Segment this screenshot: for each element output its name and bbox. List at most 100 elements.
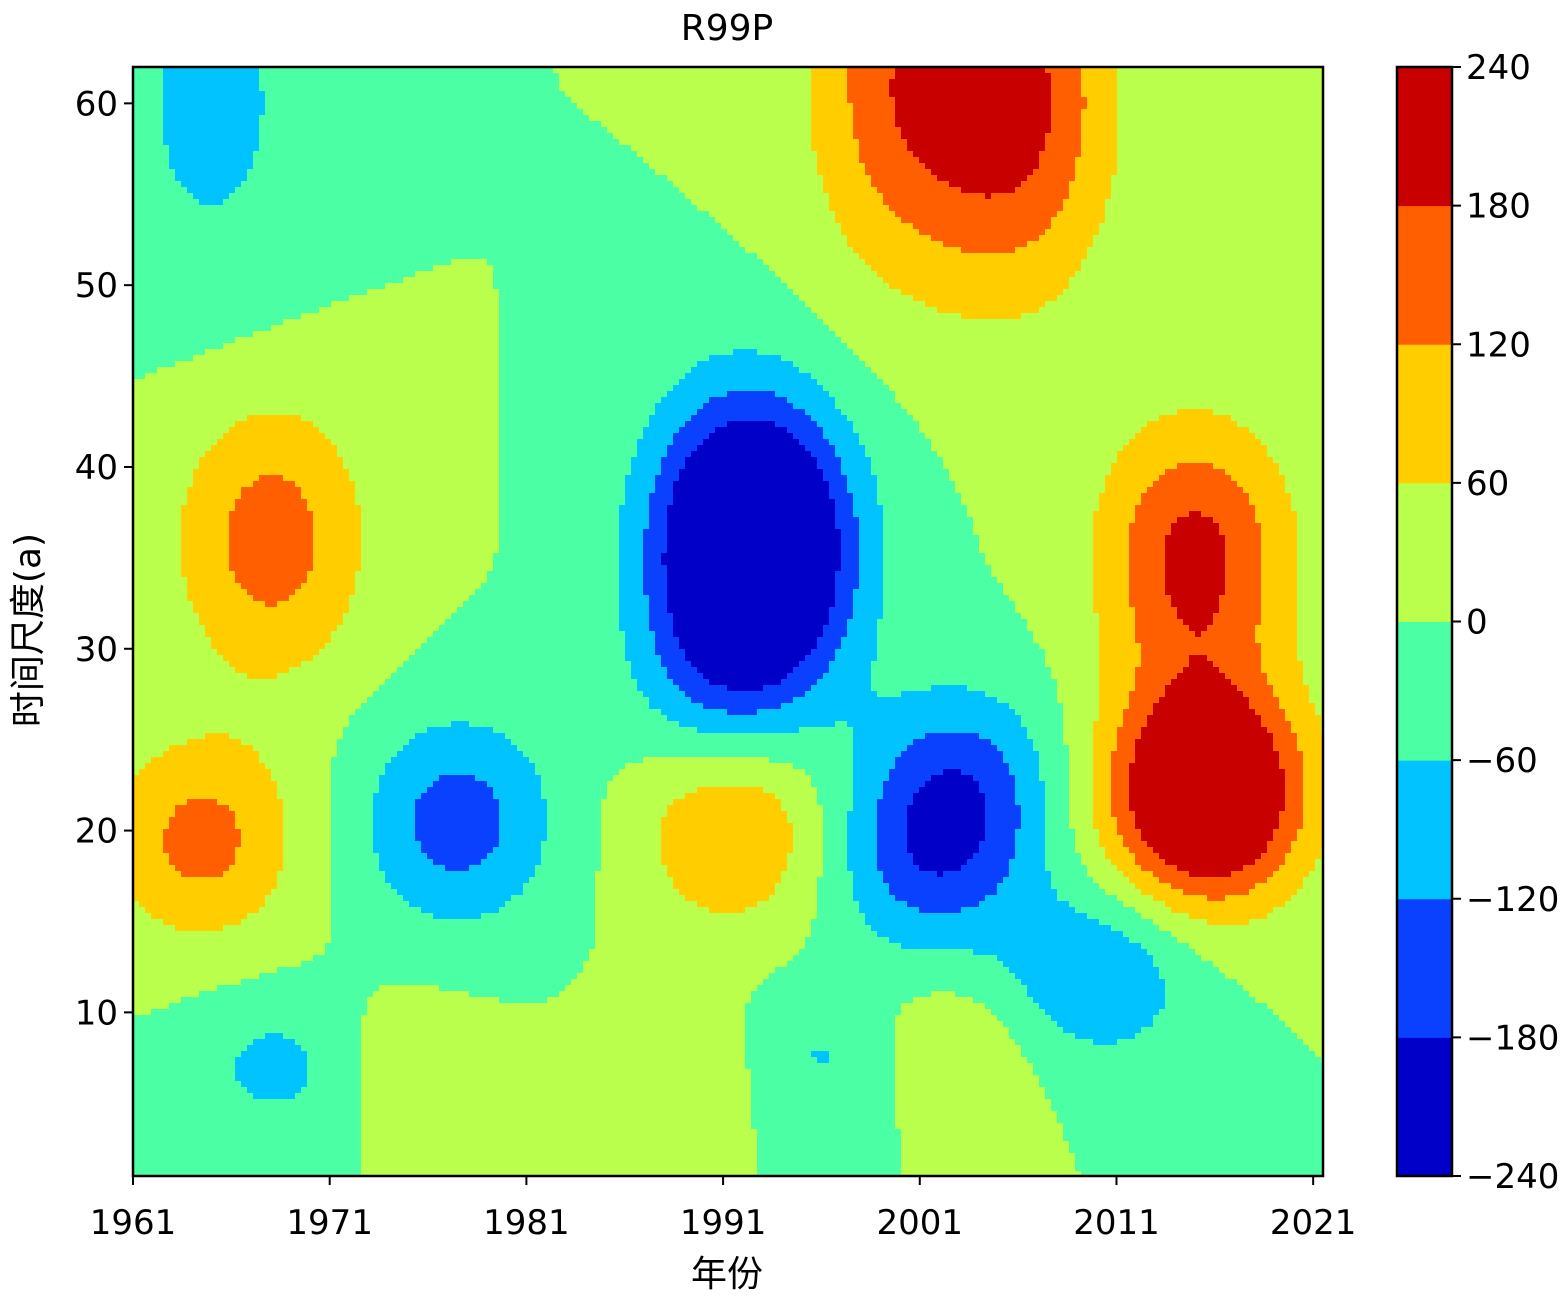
contour-cell bbox=[565, 73, 572, 80]
contour-cell bbox=[505, 187, 512, 194]
contour-cell bbox=[679, 109, 686, 116]
contour-cell bbox=[1075, 109, 1082, 116]
contour-cell bbox=[445, 193, 452, 200]
contour-cell bbox=[1027, 91, 1034, 98]
contour-cell bbox=[253, 85, 260, 92]
contour-cell bbox=[1243, 91, 1250, 98]
contour-cell bbox=[649, 145, 656, 152]
contour-cell bbox=[727, 103, 734, 110]
contour-cell bbox=[433, 67, 440, 74]
contour-cell bbox=[1207, 115, 1214, 122]
contour-cell bbox=[877, 85, 884, 92]
contour-cell bbox=[175, 187, 182, 194]
contour-cell bbox=[997, 139, 1004, 146]
contour-cell bbox=[235, 211, 242, 218]
contour-cell bbox=[631, 199, 638, 206]
contour-cell bbox=[1099, 169, 1106, 176]
contour-cell bbox=[1003, 73, 1010, 80]
contour-cell bbox=[247, 109, 254, 116]
contour-cell bbox=[553, 145, 560, 152]
contour-cell bbox=[1021, 91, 1028, 98]
contour-cell bbox=[289, 97, 296, 104]
contour-cell bbox=[409, 169, 416, 176]
contour-cell bbox=[577, 187, 584, 194]
contour-cell bbox=[1189, 163, 1196, 170]
contour-cell bbox=[373, 151, 380, 158]
contour-cell bbox=[523, 121, 530, 128]
contour-cell bbox=[241, 151, 248, 158]
contour-cell bbox=[787, 199, 794, 206]
contour-cell bbox=[283, 79, 290, 86]
contour-cell bbox=[1297, 175, 1304, 182]
contour-cell bbox=[805, 193, 812, 200]
contour-cell bbox=[169, 121, 176, 128]
contour-cell bbox=[571, 169, 578, 176]
contour-cell bbox=[799, 163, 806, 170]
contour-cell bbox=[1243, 109, 1250, 116]
contour-cell bbox=[1285, 199, 1292, 206]
contour-cell bbox=[139, 145, 146, 152]
contour-cell bbox=[541, 187, 548, 194]
contour-cell bbox=[1033, 205, 1040, 212]
contour-cell bbox=[169, 145, 176, 152]
contour-cell bbox=[1081, 133, 1088, 140]
contour-cell bbox=[601, 139, 608, 146]
contour-cell bbox=[1099, 133, 1106, 140]
contour-cell bbox=[667, 169, 674, 176]
contour-cell bbox=[553, 151, 560, 158]
contour-cell bbox=[493, 121, 500, 128]
contour-cell bbox=[181, 97, 188, 104]
contour-cell bbox=[163, 73, 170, 80]
contour-cell bbox=[817, 67, 824, 74]
contour-cell bbox=[421, 187, 428, 194]
contour-cell bbox=[1183, 127, 1190, 134]
contour-cell bbox=[1027, 169, 1034, 176]
contour-cell bbox=[607, 91, 614, 98]
contour-cell bbox=[1219, 79, 1226, 86]
contour-cell bbox=[163, 205, 170, 212]
contour-cell bbox=[493, 193, 500, 200]
contour-cell bbox=[829, 85, 836, 92]
contour-cell bbox=[1009, 199, 1016, 206]
contour-cell bbox=[673, 151, 680, 158]
contour-cell bbox=[151, 85, 158, 92]
contour-cell bbox=[955, 97, 962, 104]
contour-cell bbox=[865, 169, 872, 176]
contour-cell bbox=[1255, 193, 1262, 200]
contour-cell bbox=[1225, 175, 1232, 182]
contour-cell bbox=[1261, 115, 1268, 122]
contour-cell bbox=[253, 175, 260, 182]
contour-cell bbox=[763, 121, 770, 128]
contour-cell bbox=[1249, 163, 1256, 170]
contour-cell bbox=[517, 127, 524, 134]
contour-cell bbox=[337, 175, 344, 182]
contour-cell bbox=[787, 151, 794, 158]
contour-cell bbox=[1291, 121, 1298, 128]
contour-cell bbox=[1279, 73, 1286, 80]
contour-cell bbox=[775, 133, 782, 140]
contour-cell bbox=[517, 163, 524, 170]
contour-cell bbox=[799, 145, 806, 152]
contour-cell bbox=[385, 151, 392, 158]
contour-cell bbox=[1201, 199, 1208, 206]
contour-cell bbox=[1273, 205, 1280, 212]
contour-cell bbox=[895, 85, 902, 92]
contour-cell bbox=[373, 205, 380, 212]
contour-cell bbox=[223, 199, 230, 206]
contour-cell bbox=[823, 133, 830, 140]
contour-cell bbox=[469, 145, 476, 152]
contour-cell bbox=[163, 151, 170, 158]
contour-cell bbox=[361, 97, 368, 104]
contour-cell bbox=[337, 145, 344, 152]
contour-cell bbox=[595, 157, 602, 164]
contour-cell bbox=[1243, 163, 1250, 170]
contour-cell bbox=[469, 163, 476, 170]
contour-cell bbox=[223, 139, 230, 146]
contour-cell bbox=[769, 199, 776, 206]
contour-cell bbox=[703, 151, 710, 158]
contour-cell bbox=[367, 79, 374, 86]
contour-cell bbox=[451, 85, 458, 92]
contour-cell bbox=[1027, 115, 1034, 122]
contour-cell bbox=[859, 85, 866, 92]
contour-cell bbox=[397, 199, 404, 206]
